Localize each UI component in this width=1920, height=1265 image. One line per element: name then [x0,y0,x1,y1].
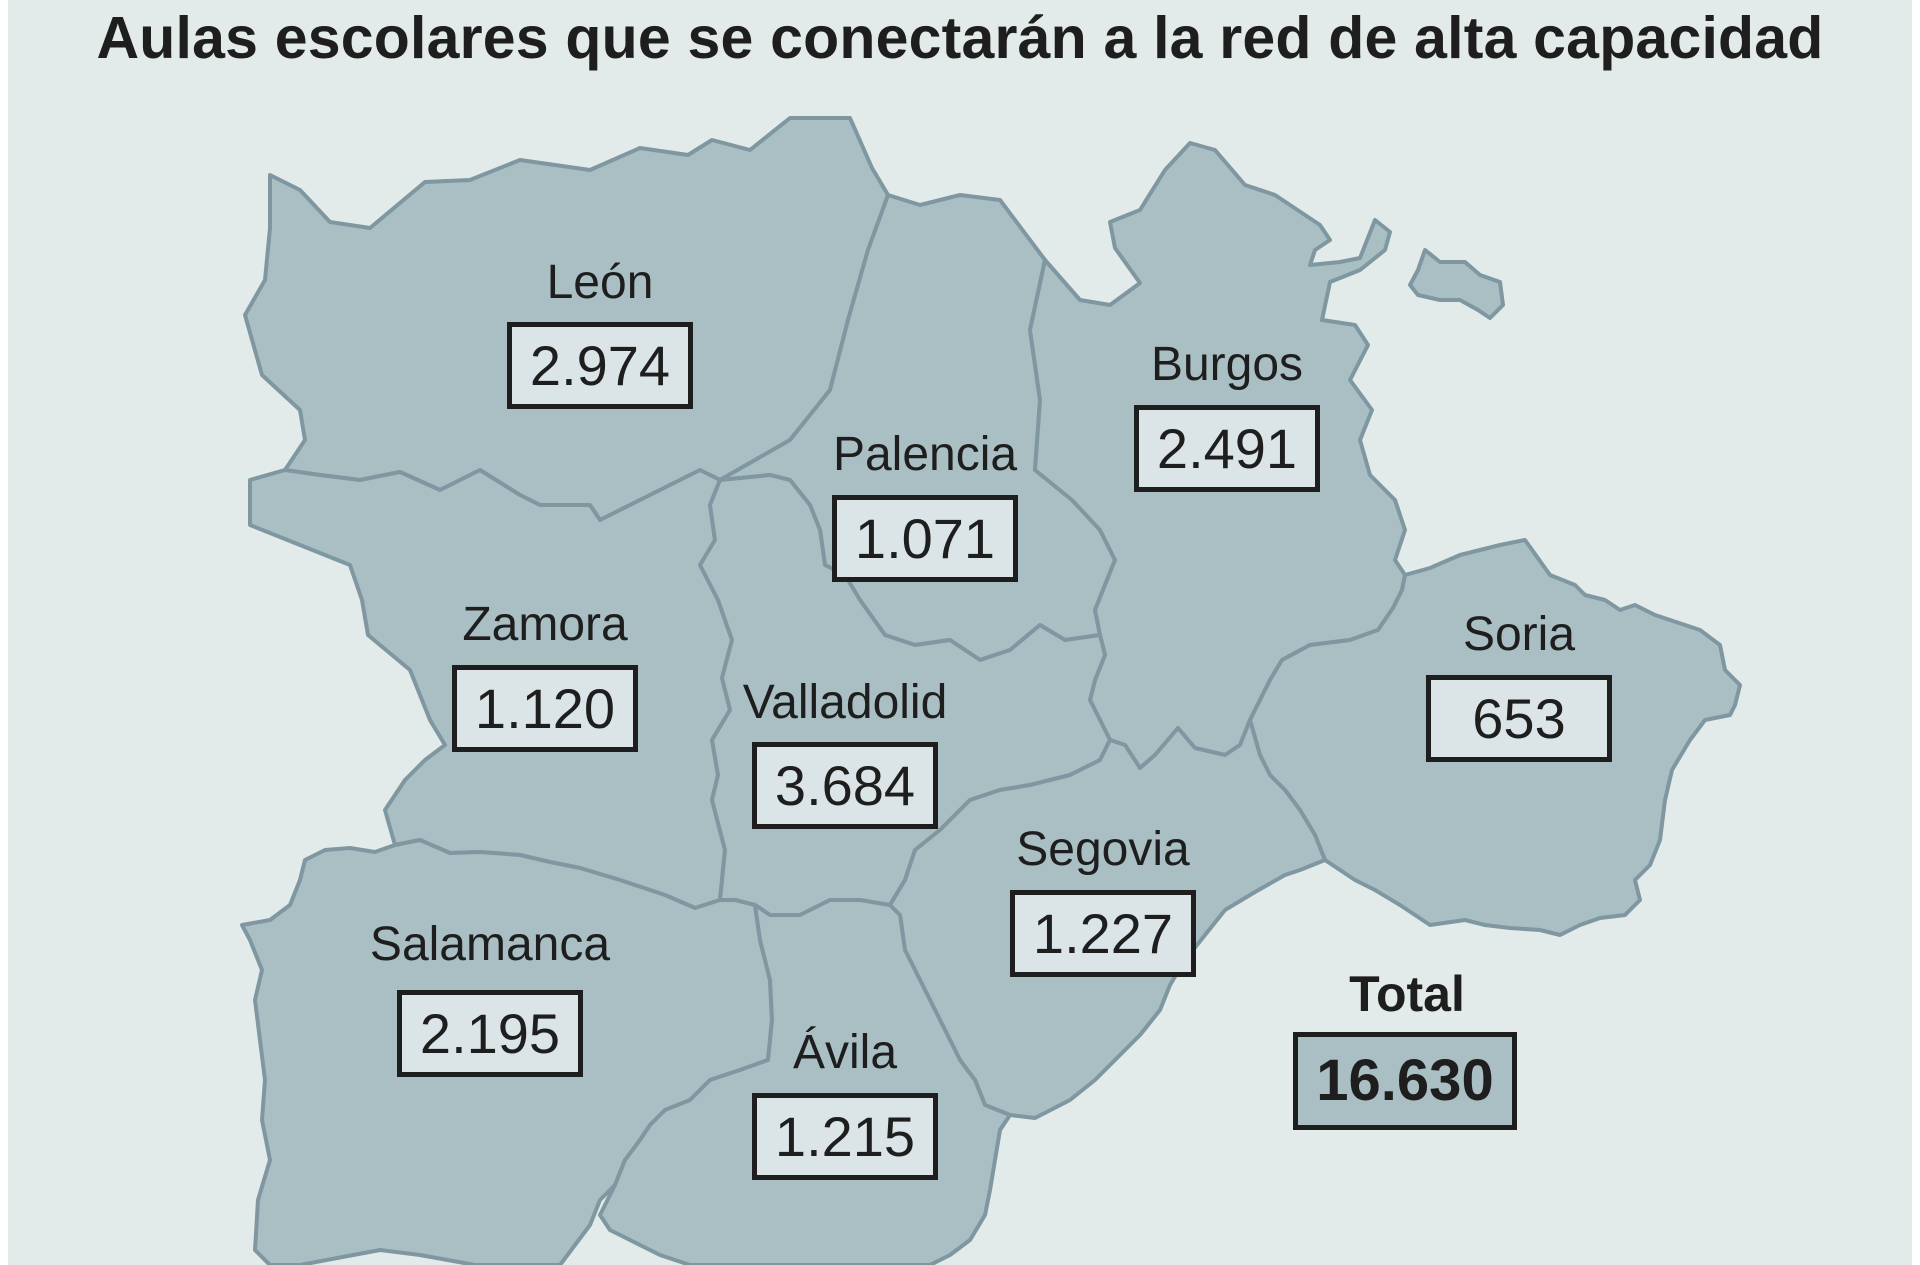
label-zamora: Zamora [462,598,628,651]
label-avila: Ávila [792,1026,898,1079]
province-burgos-exclave[interactable] [1408,248,1505,320]
value-burgos: 2.491 [1134,405,1320,492]
label-leon: León [546,256,654,309]
total-value: 16.630 [1293,1032,1517,1130]
label-burgos: Burgos [1150,338,1304,391]
label-segovia: Segovia [1016,823,1190,876]
label-salamanca: Salamanca [369,918,611,971]
label-soria: Soria [1462,608,1576,661]
total-label: Total [1349,966,1465,1022]
value-avila: 1.215 [752,1093,938,1180]
value-palencia: 1.071 [832,495,1018,582]
label-palencia: Palencia [832,428,1018,481]
value-valladolid: 3.684 [752,742,938,829]
value-soria: 653 [1426,675,1612,762]
value-salamanca: 2.195 [397,990,583,1077]
value-leon: 2.974 [507,322,693,409]
page-title: Aulas escolares que se conectarán a la r… [96,5,1824,71]
value-zamora: 1.120 [452,665,638,752]
value-segovia: 1.227 [1010,890,1196,977]
label-valladolid: Valladolid [742,676,948,729]
